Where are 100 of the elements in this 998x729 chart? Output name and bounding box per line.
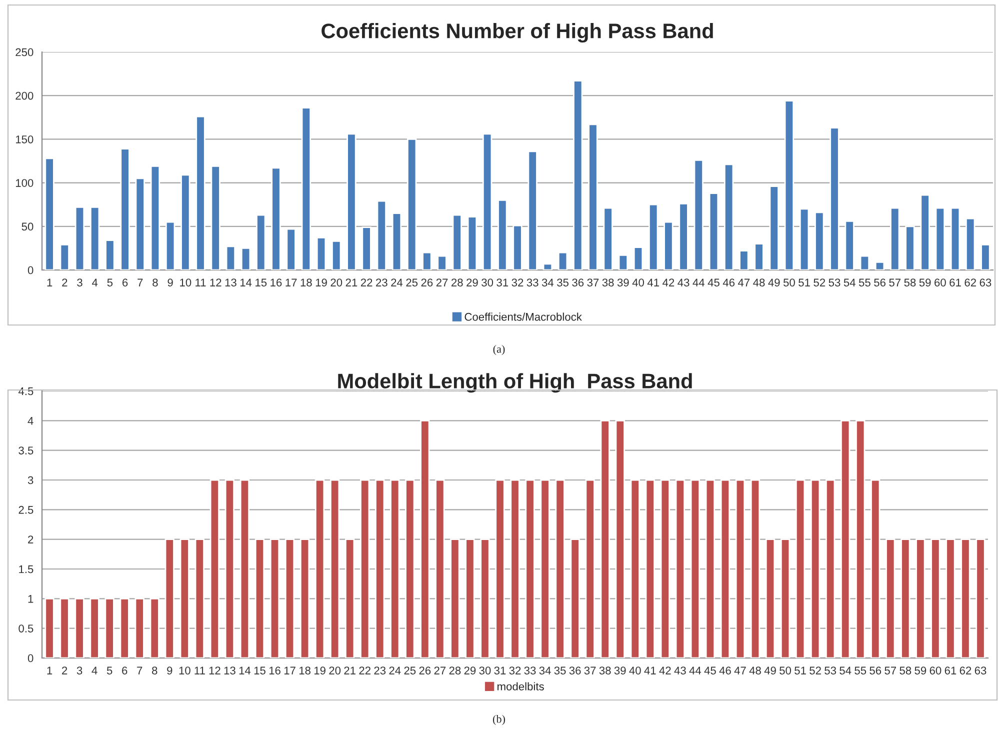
bar	[930, 538, 940, 658]
x-tick-label: 27	[434, 666, 446, 674]
x-tick-label: 15	[254, 666, 266, 674]
bar	[860, 255, 870, 270]
bar	[405, 479, 415, 658]
bar	[585, 479, 595, 658]
bar	[905, 226, 915, 270]
bar	[856, 420, 866, 658]
bar	[600, 420, 610, 658]
bar	[542, 263, 553, 270]
x-tick-label: 18	[300, 278, 312, 286]
x-tick-label: 31	[496, 278, 508, 286]
bar	[950, 207, 960, 270]
bar	[74, 206, 85, 270]
bar	[375, 479, 385, 658]
bar	[120, 148, 130, 270]
x-tick-label: 38	[599, 666, 611, 674]
y-tick-label: 3.5	[18, 446, 34, 454]
y-tick-label: 200	[16, 92, 34, 100]
bar	[210, 479, 220, 658]
bar	[165, 221, 176, 270]
bar	[74, 598, 84, 658]
bar	[330, 479, 340, 658]
bar	[44, 158, 54, 270]
x-tick-label: 50	[780, 666, 792, 674]
bar	[920, 194, 930, 270]
y-tick-label: 2	[28, 536, 34, 544]
x-tick-label: 44	[692, 278, 704, 286]
bar	[603, 207, 613, 270]
x-tick-label: 53	[828, 278, 840, 286]
bar	[844, 220, 854, 270]
bar	[482, 133, 492, 270]
x-tick-label: 19	[316, 278, 327, 286]
bar	[799, 208, 810, 270]
bar	[90, 206, 100, 270]
x-tick-label: 60	[934, 278, 946, 286]
bar	[44, 598, 54, 658]
x-tick-label: 16	[269, 666, 280, 674]
bar	[664, 221, 674, 270]
x-tick-label: 22	[359, 666, 370, 674]
bar	[708, 192, 719, 270]
bar	[739, 250, 749, 270]
x-tick-label: 17	[284, 666, 296, 674]
y-tick-label: 1	[28, 595, 34, 603]
x-tick-label: 32	[509, 666, 521, 674]
bar	[134, 598, 144, 658]
x-tick-label: 7	[138, 278, 143, 286]
legend-label: modelbits	[498, 682, 544, 690]
x-tick-label: 9	[168, 278, 173, 286]
bar	[570, 538, 580, 658]
bar	[780, 538, 790, 658]
bar	[618, 254, 628, 270]
x-tick-label: 56	[870, 666, 882, 674]
x-tick-label: 56	[874, 278, 886, 286]
bar	[480, 538, 490, 658]
x-tick-label: 59	[919, 278, 931, 286]
x-tick-label: 20	[329, 666, 341, 674]
bar	[450, 538, 460, 658]
bar	[362, 226, 372, 270]
x-tick-label: 1	[47, 666, 52, 674]
bar	[830, 127, 840, 270]
x-tick-label: 32	[512, 278, 524, 286]
bar	[769, 186, 779, 270]
x-tick-label: 34	[539, 666, 551, 674]
x-tick-label: 48	[749, 666, 761, 674]
x-tick-label: 2	[62, 666, 68, 674]
bar	[754, 243, 764, 270]
bar	[150, 598, 160, 658]
x-tick-label: 40	[632, 278, 644, 286]
bar	[900, 538, 910, 658]
bar	[966, 218, 976, 270]
bar	[720, 479, 730, 658]
x-tick-label: 45	[704, 666, 716, 674]
bar	[916, 538, 926, 658]
bar	[540, 479, 550, 658]
x-tick-label: 38	[602, 278, 614, 286]
x-tick-label: 29	[464, 666, 476, 674]
bar	[870, 479, 880, 658]
bar	[660, 479, 670, 658]
y-tick-label: 1.5	[19, 565, 34, 574]
x-tick-label: 24	[391, 278, 403, 286]
bar	[946, 538, 956, 658]
bar	[164, 538, 174, 658]
x-tick-label: 20	[330, 278, 342, 286]
bar	[615, 420, 625, 658]
x-tick-label: 60	[930, 666, 942, 674]
x-tick-label: 4	[92, 278, 98, 286]
bar	[300, 538, 310, 658]
x-tick-label: 57	[889, 278, 901, 286]
x-tick-label: 47	[738, 278, 750, 286]
bar	[678, 203, 688, 270]
bar	[422, 252, 432, 270]
bar	[90, 598, 100, 658]
x-tick-label: 41	[647, 278, 659, 286]
x-tick-label: 23	[374, 666, 386, 674]
x-tick-label: 34	[542, 278, 554, 286]
chart-title: Coefficients Number of High Pass Band	[322, 23, 713, 43]
x-tick-label: 35	[554, 666, 566, 674]
bar	[705, 479, 716, 658]
x-tick-label: 49	[764, 666, 776, 674]
